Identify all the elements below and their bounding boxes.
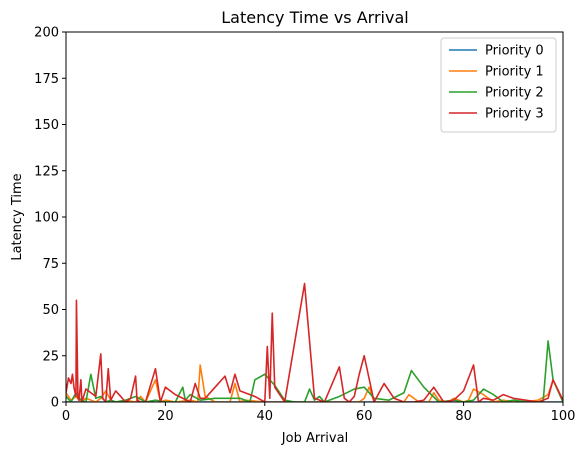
y-tick-label: 75 [42,257,59,272]
legend-entry-label: Priority 1 [485,65,544,80]
y-tick-label: 175 [34,72,59,87]
legend-entry-label: Priority 3 [485,107,544,122]
series-line-priority-3 [66,282,563,402]
x-axis: 0 20 40 60 80 100 [62,402,576,424]
y-tick-label: 200 [34,26,59,41]
legend-entry-label: Priority 0 [485,44,544,59]
series-layer [66,282,563,402]
y-axis-label: Latency Time [10,173,25,260]
y-tick-label: 100 [34,211,59,226]
y-tick-label: 25 [42,349,59,364]
chart-title: Latency Time vs Arrival [221,8,408,27]
x-tick-label: 60 [356,409,373,424]
x-axis-label: Job Arrival [281,431,348,446]
legend-entry-label: Priority 2 [485,86,544,101]
legend-box [440,37,557,133]
y-axis: 0 25 50 75 100 125 150 175 200 [34,26,66,411]
y-tick-label: 50 [42,303,59,318]
x-tick-label: 0 [62,409,70,424]
x-tick-label: 20 [157,409,174,424]
y-tick-label: 125 [34,164,59,179]
x-tick-label: 40 [257,409,274,424]
x-tick-label: 80 [455,409,472,424]
x-tick-label: 100 [551,409,576,424]
legend: Priority 0 Priority 1 Priority 2 Priority 3 [440,37,557,133]
y-tick-label: 0 [51,396,59,411]
y-tick-label: 150 [34,118,59,133]
